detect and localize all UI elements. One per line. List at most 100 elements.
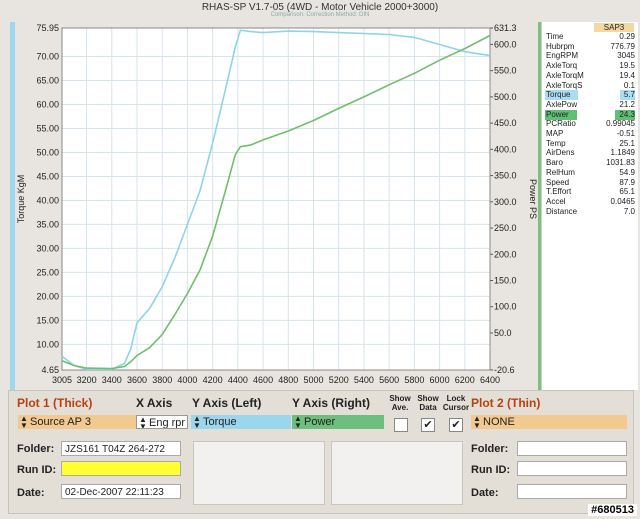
y-right-tick-label: 250.0 xyxy=(494,223,517,233)
plot-border xyxy=(61,27,491,371)
x-tick-label: 3400 xyxy=(102,375,122,385)
right-axis-color-bar xyxy=(538,22,543,390)
y-right-tick-label: 550.0 xyxy=(494,66,517,76)
plot2-heading: Plot 2 (Thin) xyxy=(471,396,541,410)
stat-value: 87.9 xyxy=(619,177,635,187)
x-tick-label: 6200 xyxy=(455,375,475,385)
x-tick-label: 4000 xyxy=(177,375,197,385)
watermark-id: #680513 xyxy=(588,504,637,516)
y-left-tick-label: 30.00 xyxy=(36,243,59,253)
folder2-field[interactable] xyxy=(517,441,627,456)
stat-row-baro: Baro 1031.83 xyxy=(545,158,637,168)
window-title: RHAS-SP V1.7-05 (4WD - Motor Vehicle 200… xyxy=(201,2,439,13)
stat-row-time: Time 0.29 xyxy=(545,32,637,42)
stat-key: Speed xyxy=(546,177,570,187)
x-tick-label: 5400 xyxy=(354,375,374,385)
stat-value: 54.9 xyxy=(619,167,635,177)
stat-key: AxleTorqS xyxy=(546,80,583,90)
x-tick-label: 6000 xyxy=(430,375,450,385)
stat-key: AxleTorq xyxy=(546,61,578,71)
xaxis-select[interactable]: ▲ ▼ Eng rpr xyxy=(136,415,188,429)
x-tick-label: 3005 xyxy=(52,375,72,385)
runid-field[interactable] xyxy=(61,461,181,476)
updown-arrows-icon: ▲ ▼ xyxy=(294,415,302,429)
folder-field[interactable]: JZS161 T04Z 264-272 xyxy=(61,441,181,456)
stat-key: Baro xyxy=(546,158,563,168)
x-tick-label: 5800 xyxy=(404,375,424,385)
stat-row-airdens: AirDens 1.1849 xyxy=(545,148,637,158)
stat-value: -0.51 xyxy=(616,129,635,138)
y-left-tick-label: 60.00 xyxy=(36,100,59,110)
stat-key: AxlePow xyxy=(546,99,578,109)
stat-value: 1.1849 xyxy=(610,148,635,158)
lock-cursor-heading: Lock Cursor xyxy=(442,394,470,412)
y-left-tick-label: 20.00 xyxy=(36,291,59,301)
window-subtitle: Comparison: Correction Method: DIN xyxy=(270,12,370,18)
y-left-tick-label: 65.00 xyxy=(36,76,59,86)
y-right-tick-label: 100.0 xyxy=(494,302,517,312)
stat-row-axletorq: AxleTorq 19.5 xyxy=(545,61,637,71)
stat-key: PCRatio xyxy=(546,119,576,129)
x-tick-label: 4600 xyxy=(253,375,273,385)
stat-row-accel: Accel 0.0465 xyxy=(545,197,637,207)
lock-cursor-checkbox[interactable]: ✔ xyxy=(449,418,463,432)
yleft-select[interactable]: ▲ ▼ Torque xyxy=(191,415,291,429)
stat-row-axletorqs: AxleTorqS 0.1 xyxy=(545,81,637,91)
yright-heading: Y Axis (Right) xyxy=(292,396,371,410)
stats-source-badge: SAP3 xyxy=(594,23,634,32)
stat-value: 0.0465 xyxy=(610,196,635,206)
y-left-tick-label: 4.65 xyxy=(41,365,59,375)
y-right-tick-label: 350.0 xyxy=(494,171,517,181)
y-left-tick-label: 70.00 xyxy=(36,52,59,62)
y-right-tick-label: 300.0 xyxy=(494,197,517,207)
stat-key: T.Effort xyxy=(546,187,572,197)
yleft-heading: Y Axis (Left) xyxy=(192,396,262,410)
series-torque-line xyxy=(61,29,491,371)
runid2-field[interactable] xyxy=(517,461,627,476)
y-right-axis-title: Power PS xyxy=(528,179,538,219)
stat-value: 3045 xyxy=(617,51,635,61)
stat-key: Power xyxy=(545,109,577,120)
stat-value: 24.3 xyxy=(615,109,635,120)
stat-key: AxleTorqM xyxy=(546,70,584,80)
check-icon: ✔ xyxy=(423,419,433,431)
updown-arrows-icon: ▲ ▼ xyxy=(139,415,147,429)
show-ave-checkbox[interactable] xyxy=(394,418,408,432)
updown-arrows-icon: ▲ ▼ xyxy=(20,415,28,429)
series-power-line xyxy=(61,34,491,370)
y-left-axis-title: Torque KgM xyxy=(16,175,26,224)
stat-value: 1031.83 xyxy=(606,158,635,168)
plot1-select[interactable]: ▲ ▼ Source AP 3 xyxy=(18,415,136,429)
stat-value: 776.79 xyxy=(610,41,635,51)
plot1-heading: Plot 1 (Thick) xyxy=(17,396,93,410)
plot-area xyxy=(62,28,490,370)
date2-label: Date: xyxy=(471,487,499,499)
x-tick-label: 5200 xyxy=(329,375,349,385)
date-label: Date: xyxy=(17,487,45,499)
stat-row-torque: Torque 5.7 xyxy=(545,90,637,101)
notes-box-1 xyxy=(193,441,325,505)
stat-value: 7.0 xyxy=(623,206,635,216)
stat-value: 0.1 xyxy=(623,80,635,90)
y-left-tick-label: 35.00 xyxy=(36,219,59,229)
stat-value: 0.29 xyxy=(619,32,635,41)
stat-key: MAP xyxy=(546,129,564,138)
x-tick-label: 4800 xyxy=(278,375,298,385)
y-right-tick-label: 200.0 xyxy=(494,249,517,259)
x-tick-label: 3600 xyxy=(127,375,147,385)
yright-select[interactable]: ▲ ▼ Power xyxy=(292,415,384,429)
dyno-chart[interactable]: 3005 3200 3400 3600 3800 4000 4200 4400 4600 4800… xyxy=(16,20,542,392)
show-data-checkbox[interactable]: ✔ xyxy=(421,418,435,432)
y-right-tick-label: 50.0 xyxy=(494,328,512,338)
stat-key: Accel xyxy=(546,196,566,206)
stat-key: Time xyxy=(546,32,564,41)
date-field[interactable]: 02-Dec-2007 22:11:23 xyxy=(61,484,181,499)
stat-key: Temp xyxy=(546,138,566,148)
x-tick-label: 6400 xyxy=(480,375,500,385)
stat-key: Torque xyxy=(545,90,579,101)
date2-field[interactable] xyxy=(517,484,627,499)
plot2-select[interactable]: ▲ ▼ NONE xyxy=(471,415,627,429)
runid-label: Run ID: xyxy=(17,464,57,476)
y-right-tick-label: 500.0 xyxy=(494,92,517,102)
y-left-tick-label: 45.00 xyxy=(36,171,59,181)
